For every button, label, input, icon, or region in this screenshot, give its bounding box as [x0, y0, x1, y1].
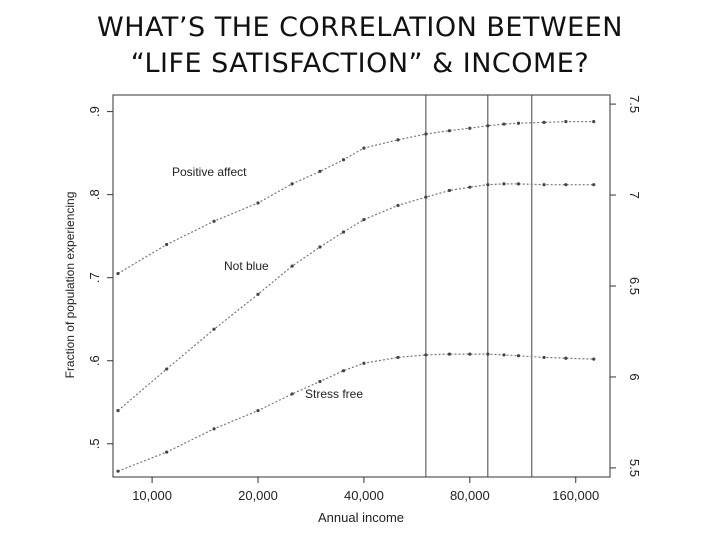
data-point-stress-free — [362, 361, 366, 365]
data-point-not-blue — [362, 217, 366, 222]
vertical-reference-lines — [425, 95, 533, 477]
data-point-not-blue — [542, 183, 546, 187]
data-point-positive-affect — [341, 158, 346, 162]
x-tick-label: 10,000 — [132, 488, 172, 503]
data-point-positive-affect — [592, 119, 596, 124]
x-axis: 10,000 20,000 40,000 80,000 160,000 — [132, 477, 599, 503]
slide-title-line-1: WHAT’S THE CORRELATION BETWEEN — [97, 12, 623, 43]
y-tick-label-left: .5 — [87, 438, 102, 449]
data-point-positive-affect — [502, 122, 506, 126]
series-label-positive-affect: Positive affect — [172, 165, 247, 179]
slide-title-line-2: “LIFE SATISFACTION” & INCOME? — [130, 48, 590, 79]
data-point-positive-affect — [486, 124, 490, 128]
data-point-stress-free — [516, 354, 521, 358]
y-axis-label: Fraction of population experiencing — [63, 192, 77, 379]
data-point-positive-affect — [318, 169, 322, 173]
data-point-not-blue — [592, 183, 596, 187]
series-lines — [117, 120, 594, 472]
x-axis-label: Annual income — [318, 510, 404, 525]
y-tick-label-right: 7 — [627, 191, 642, 198]
data-point-stress-free — [256, 408, 260, 413]
data-point-not-blue — [290, 264, 294, 268]
y-tick-label-right: 6.5 — [627, 277, 642, 295]
data-point-stress-free — [502, 353, 506, 357]
data-point-positive-affect — [542, 120, 546, 125]
data-point-not-blue — [424, 195, 428, 199]
data-point-not-blue — [447, 188, 452, 193]
data-point-not-blue — [516, 182, 521, 186]
data-point-stress-free — [468, 352, 472, 356]
data-point-stress-free — [564, 356, 568, 360]
data-point-positive-affect — [447, 129, 452, 133]
slide-title: WHAT’S THE CORRELATION BETWEEN “LIFE SAT… — [0, 10, 720, 82]
y-tick-label-left: .9 — [87, 106, 102, 117]
data-point-not-blue — [212, 327, 216, 331]
data-point-stress-free — [486, 352, 490, 356]
data-point-stress-free — [447, 352, 452, 356]
series-label-not-blue: Not blue — [224, 259, 269, 273]
data-point-stress-free — [116, 469, 120, 473]
x-tick-label: 20,000 — [238, 488, 278, 503]
data-point-positive-affect — [362, 146, 366, 150]
series-line-stress-free — [117, 353, 594, 472]
data-point-not-blue — [256, 292, 260, 296]
y-tick-label-left: .6 — [87, 355, 102, 366]
y-axis-left: .5 .6 .7 .8 .9 — [87, 106, 113, 449]
data-point-positive-affect — [424, 132, 428, 136]
series-label-stress-free: Stress free — [305, 387, 363, 401]
y-tick-label-left: .7 — [87, 272, 102, 283]
data-point-positive-affect — [516, 121, 521, 125]
data-point-stress-free — [542, 355, 546, 360]
data-point-stress-free — [424, 353, 428, 357]
y-tick-label-left: .8 — [87, 189, 102, 200]
data-point-positive-affect — [256, 201, 260, 205]
data-point-positive-affect — [468, 126, 472, 130]
data-point-stress-free — [212, 427, 216, 431]
data-point-stress-free — [290, 392, 294, 396]
data-point-positive-affect — [165, 242, 169, 247]
data-point-not-blue — [486, 183, 490, 187]
series-line-not-blue — [117, 183, 594, 412]
x-tick-label: 80,000 — [450, 488, 490, 503]
data-point-positive-affect — [564, 119, 568, 124]
data-point-positive-affect — [396, 138, 400, 142]
data-point-positive-affect — [290, 182, 294, 186]
plot-frame — [112, 94, 611, 478]
series-points — [116, 119, 596, 473]
y-axis-right: 5.5 6 6.5 7 7.5 — [610, 95, 642, 477]
data-point-stress-free — [318, 379, 322, 384]
x-tick-label: 40,000 — [344, 488, 384, 503]
series-labels: Positive affect Not blue Stress free — [172, 165, 363, 401]
y-tick-label-right: 6 — [627, 373, 642, 380]
data-point-not-blue — [318, 245, 322, 249]
data-point-not-blue — [396, 203, 400, 208]
data-point-stress-free — [165, 450, 169, 454]
x-tick-label: 160,000 — [552, 488, 599, 503]
data-point-stress-free — [592, 357, 596, 361]
data-point-not-blue — [341, 230, 346, 234]
data-point-stress-free — [341, 369, 346, 373]
y-tick-label-right: 5.5 — [627, 459, 642, 477]
data-point-not-blue — [502, 182, 506, 186]
data-point-positive-affect — [212, 219, 216, 223]
series-line-positive-affect — [117, 120, 594, 275]
data-point-stress-free — [396, 355, 400, 360]
data-point-positive-affect — [116, 271, 120, 276]
y-tick-label-right: 7.5 — [627, 95, 642, 113]
data-point-not-blue — [116, 408, 120, 413]
data-point-not-blue — [468, 185, 472, 189]
data-point-not-blue — [564, 183, 568, 187]
data-point-not-blue — [165, 367, 169, 371]
